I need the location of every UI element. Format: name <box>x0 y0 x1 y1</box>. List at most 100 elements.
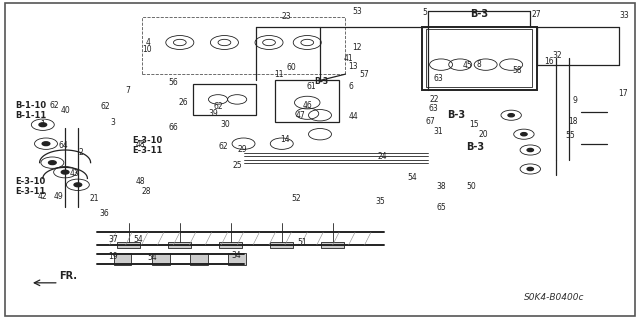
Text: 47: 47 <box>296 111 306 120</box>
Text: 51: 51 <box>298 238 307 247</box>
Text: E-3-11: E-3-11 <box>15 187 46 196</box>
Text: 24: 24 <box>378 152 387 161</box>
Text: 39: 39 <box>208 108 218 117</box>
Text: 16: 16 <box>545 57 554 66</box>
Text: 17: 17 <box>618 89 628 98</box>
Text: 60: 60 <box>287 63 296 72</box>
Text: 61: 61 <box>307 82 317 91</box>
Text: 56: 56 <box>168 78 179 87</box>
Text: E-3-11: E-3-11 <box>132 145 163 154</box>
Text: 62: 62 <box>49 100 59 110</box>
Bar <box>117 242 140 248</box>
Text: 11: 11 <box>274 70 284 79</box>
Text: B-3: B-3 <box>470 9 488 19</box>
Circle shape <box>508 114 515 117</box>
Circle shape <box>527 167 534 171</box>
Text: 20: 20 <box>478 130 488 139</box>
Text: 5: 5 <box>422 8 428 17</box>
Text: 10: 10 <box>142 45 152 54</box>
Bar <box>270 242 293 248</box>
Bar <box>152 253 170 265</box>
Bar <box>193 84 256 115</box>
Text: B-3: B-3 <box>314 77 328 85</box>
Text: 53: 53 <box>352 7 362 16</box>
Bar <box>228 253 246 265</box>
Text: 58: 58 <box>513 66 522 76</box>
Text: 42: 42 <box>38 192 47 201</box>
Text: 23: 23 <box>282 12 291 21</box>
Bar <box>321 242 344 248</box>
Circle shape <box>42 142 50 145</box>
Text: 33: 33 <box>620 11 630 20</box>
Text: 64: 64 <box>58 141 68 150</box>
Text: 31: 31 <box>433 127 443 136</box>
Text: 30: 30 <box>221 120 230 129</box>
Bar <box>422 27 537 90</box>
Text: 26: 26 <box>178 98 188 107</box>
Text: 62: 62 <box>213 102 223 111</box>
Text: 48: 48 <box>136 177 145 186</box>
Text: 57: 57 <box>360 70 369 78</box>
Text: 65: 65 <box>436 203 446 212</box>
Text: 37: 37 <box>108 235 118 244</box>
Text: 32: 32 <box>553 51 563 60</box>
Text: 18: 18 <box>568 117 578 126</box>
Text: B-1-11: B-1-11 <box>15 111 47 120</box>
Text: 6: 6 <box>348 82 353 91</box>
Text: 13: 13 <box>348 62 358 71</box>
Text: 19: 19 <box>108 252 118 261</box>
Text: 54: 54 <box>408 173 417 182</box>
Text: E-3-10: E-3-10 <box>15 177 45 186</box>
Text: 54: 54 <box>134 235 143 244</box>
Text: S0K4-B0400c: S0K4-B0400c <box>524 293 584 302</box>
Text: 15: 15 <box>469 120 479 129</box>
Text: 43: 43 <box>70 169 79 178</box>
Text: 44: 44 <box>349 112 358 121</box>
Circle shape <box>61 170 69 174</box>
Text: 67: 67 <box>426 117 435 126</box>
Text: 46: 46 <box>302 101 312 110</box>
Text: 50: 50 <box>467 182 477 191</box>
Circle shape <box>527 148 534 152</box>
Text: 22: 22 <box>430 95 440 104</box>
Text: 40: 40 <box>60 106 70 115</box>
Text: B-3: B-3 <box>447 110 465 120</box>
Text: 28: 28 <box>142 187 152 196</box>
Text: 9: 9 <box>572 97 577 106</box>
Text: 62: 62 <box>218 142 228 151</box>
Bar <box>426 29 532 87</box>
Text: 14: 14 <box>280 135 290 145</box>
Text: 63: 63 <box>433 74 443 83</box>
Text: 54: 54 <box>148 253 157 262</box>
Circle shape <box>49 161 56 165</box>
Text: 45: 45 <box>463 61 473 70</box>
Text: 8: 8 <box>477 60 482 69</box>
Bar <box>220 242 243 248</box>
Circle shape <box>74 183 82 187</box>
Text: 7: 7 <box>125 86 130 95</box>
Text: 48: 48 <box>136 140 145 149</box>
Text: 41: 41 <box>344 54 353 63</box>
Text: 66: 66 <box>168 123 179 132</box>
Text: 25: 25 <box>232 161 242 170</box>
Text: 55: 55 <box>566 131 575 140</box>
Text: 1: 1 <box>40 120 45 129</box>
Text: 29: 29 <box>237 145 247 154</box>
Text: 63: 63 <box>429 104 438 113</box>
Text: 4: 4 <box>145 38 150 47</box>
Bar <box>168 242 191 248</box>
Text: 3: 3 <box>111 118 115 127</box>
Text: 2: 2 <box>79 148 83 157</box>
Circle shape <box>39 123 47 127</box>
Text: 27: 27 <box>532 10 541 19</box>
Text: B-3: B-3 <box>467 142 484 152</box>
Text: 36: 36 <box>100 209 109 218</box>
Text: 21: 21 <box>89 194 99 203</box>
Text: B-1-10: B-1-10 <box>15 101 47 110</box>
Bar <box>275 80 339 122</box>
Text: 49: 49 <box>54 192 63 201</box>
Text: FR.: FR. <box>59 271 77 281</box>
Text: 35: 35 <box>376 197 385 206</box>
Circle shape <box>521 133 527 136</box>
Bar <box>141 17 346 74</box>
